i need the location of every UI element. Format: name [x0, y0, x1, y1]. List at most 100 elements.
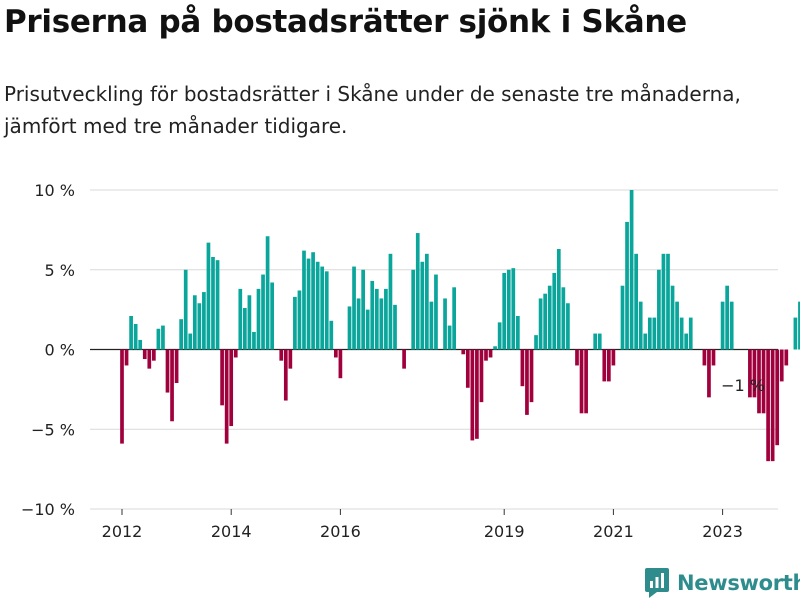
bar: [384, 288, 388, 350]
newsworthy-logo-icon: [645, 568, 669, 598]
bar: [170, 349, 174, 422]
bar: [270, 282, 274, 350]
bar: [757, 349, 761, 414]
bar: [302, 250, 306, 350]
bar: [434, 274, 438, 350]
newsworthy-logo-text: Newsworthy: [677, 571, 800, 595]
bar: [761, 349, 766, 414]
bar: [324, 271, 329, 350]
latest-value-label: −1 %: [721, 376, 765, 395]
y-tick-label: −5 %: [31, 420, 75, 439]
bar: [525, 349, 529, 415]
bar: [643, 333, 648, 350]
bar: [661, 253, 666, 350]
y-tick-label: 5 %: [45, 261, 75, 280]
bar: [238, 288, 243, 350]
newsworthy-logo: Newsworthy: [645, 568, 800, 598]
bar: [393, 304, 397, 350]
bar: [133, 323, 138, 350]
bar: [265, 236, 270, 350]
bar: [602, 349, 607, 382]
bar: [620, 285, 625, 350]
bar: [174, 349, 179, 383]
bar: [775, 349, 780, 446]
bar: [374, 288, 379, 350]
bar: [120, 349, 124, 444]
bars: [120, 190, 800, 462]
bar: [502, 272, 507, 350]
bar: [206, 242, 211, 350]
bar: [666, 253, 670, 350]
x-tick-label: 2019: [484, 522, 525, 541]
bar: [220, 349, 224, 406]
bar: [229, 349, 234, 427]
bar: [506, 269, 511, 350]
bar: [566, 303, 570, 350]
y-tick-label: −10 %: [21, 500, 75, 519]
bar: [552, 272, 557, 350]
bar: [575, 349, 579, 366]
bar: [688, 317, 693, 350]
bar: [561, 287, 566, 350]
bar: [142, 349, 147, 360]
bar: [261, 274, 265, 350]
bar: [729, 301, 734, 350]
bar: [679, 317, 684, 350]
chart-subtitle: Prisutveckling för bostadsrätter i Skåne…: [4, 82, 741, 138]
bar: [475, 349, 479, 439]
bar: [388, 253, 393, 350]
x-tick-label: 2023: [702, 522, 743, 541]
bar: [629, 190, 634, 350]
bar: [283, 349, 288, 401]
bar: [748, 349, 752, 398]
bar: [365, 309, 370, 350]
bar: [411, 269, 416, 350]
bar: [497, 322, 502, 350]
bar: [361, 269, 365, 350]
bar: [138, 339, 143, 350]
bar: [798, 301, 800, 350]
x-tick-label: 2021: [593, 522, 634, 541]
bar: [725, 285, 729, 350]
bar: [702, 349, 707, 366]
x-tick-label: 2014: [211, 522, 252, 541]
bar: [188, 333, 193, 350]
bar: [311, 252, 315, 350]
bar: [165, 349, 170, 393]
bar: [352, 266, 356, 350]
bar: [329, 320, 334, 350]
bar: [479, 349, 484, 403]
bar: [465, 349, 470, 388]
bar: [593, 333, 598, 350]
bar: [638, 301, 643, 350]
bar: [233, 349, 238, 358]
bar: [543, 293, 547, 350]
bar: [147, 349, 152, 369]
bar: [779, 349, 784, 382]
x-tick-label: 2012: [102, 522, 143, 541]
bar: [425, 253, 429, 350]
bar: [379, 298, 384, 350]
bar: [766, 349, 770, 462]
bar: [579, 349, 584, 414]
bar: [511, 268, 516, 350]
bar: [415, 233, 420, 350]
bar: [429, 301, 434, 350]
bar: [770, 349, 775, 462]
bar: [611, 349, 616, 366]
axes: 10 % 5 % 0 % −5 % −10 % 2012 2014 2016 2019 2021 2…: [21, 181, 743, 541]
bar: [161, 325, 165, 350]
bar: [711, 349, 716, 366]
bar: [402, 349, 406, 369]
bar: [338, 349, 343, 379]
bar: [493, 346, 497, 350]
bar: [793, 317, 798, 350]
bar: [516, 316, 520, 350]
bar: [224, 349, 229, 444]
bar: [443, 298, 447, 350]
bar: [720, 301, 725, 350]
bar: [256, 288, 261, 350]
bar: [129, 316, 133, 350]
y-tick-label: 0 %: [45, 341, 75, 360]
